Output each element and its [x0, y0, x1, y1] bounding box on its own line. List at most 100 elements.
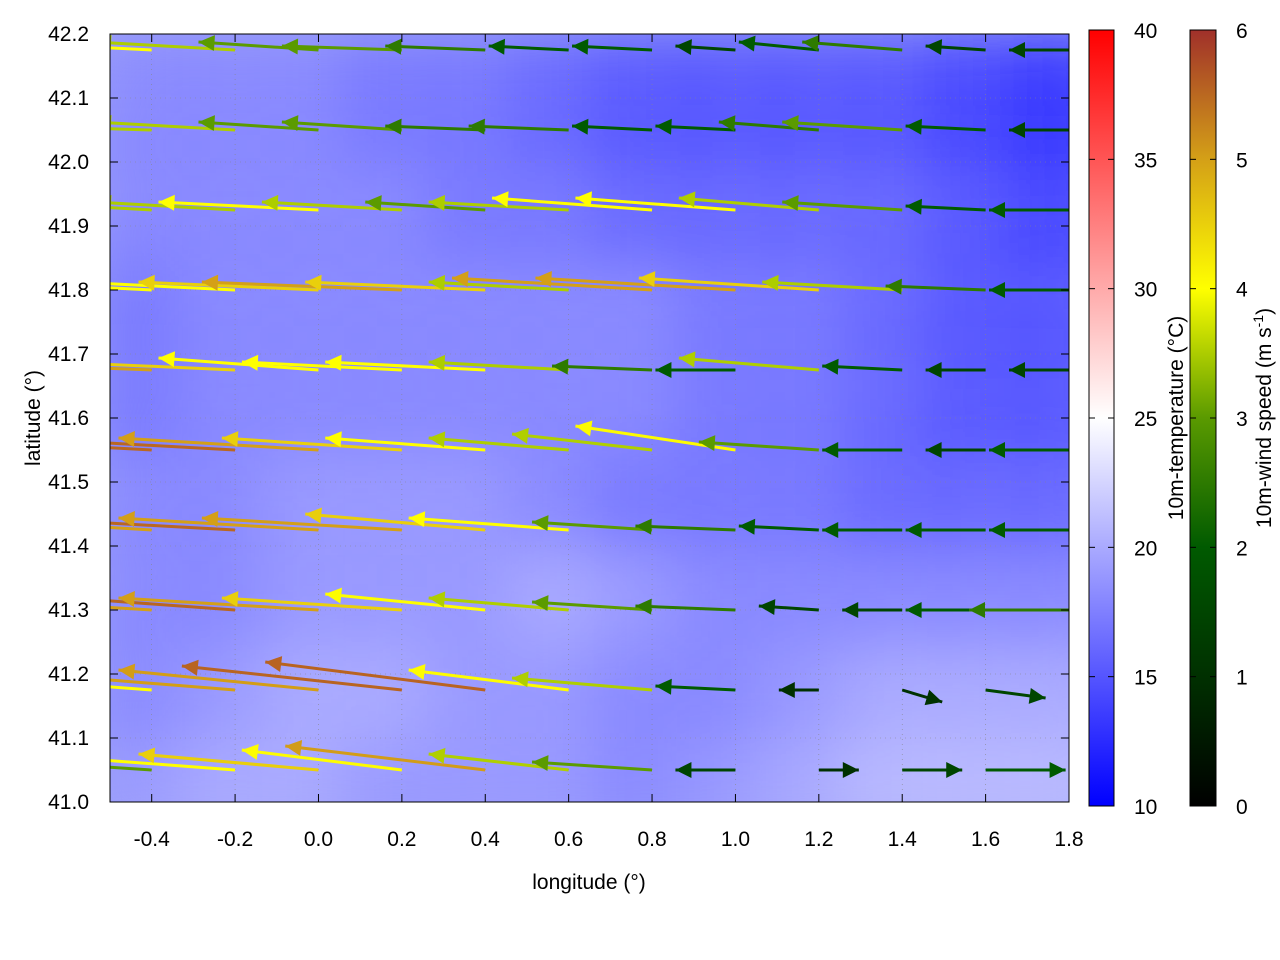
wind-vector-head — [802, 35, 819, 52]
x-axis-label: longitude (°) — [532, 871, 645, 894]
wind-vector — [635, 598, 736, 615]
temperature-heatmap — [110, 34, 1069, 802]
wind-vector-head — [925, 442, 942, 458]
y-tick-label: 41.8 — [48, 279, 89, 302]
wind-vector-shaft — [575, 196, 736, 212]
wind-vector-head — [924, 689, 943, 706]
wind-vector — [782, 115, 903, 132]
wind-vector — [842, 602, 903, 618]
wind-vector-shaft — [511, 432, 653, 452]
wind-vector-head — [281, 115, 299, 132]
wind-vector — [221, 591, 402, 612]
wind-vector — [718, 115, 819, 132]
wind-vector — [110, 446, 152, 452]
wind-label-sup: -1 — [1250, 315, 1266, 328]
x-tick-label: 1.8 — [1054, 828, 1083, 851]
wind-vector-shaft — [762, 280, 903, 292]
wind-vector-head — [325, 354, 342, 371]
wind-vector-shaft — [110, 678, 236, 692]
wind-vectors — [0, 34, 1129, 778]
wind-vector — [118, 590, 319, 612]
wind-vector — [138, 747, 319, 772]
wind-vector — [905, 198, 986, 215]
y-tick-label: 42.2 — [48, 23, 89, 46]
y-tick-label: 41.9 — [48, 215, 89, 238]
wind-vector-head — [678, 191, 696, 208]
wind-vector — [385, 38, 486, 55]
y-tick-label: 41.1 — [48, 727, 89, 750]
wind-vector — [905, 118, 986, 135]
wind-vector-head — [428, 431, 446, 448]
wind-vector-head — [118, 430, 135, 447]
wind-vector-head — [822, 522, 839, 538]
wind-vector — [408, 511, 569, 532]
wind-vector — [110, 366, 152, 372]
wind-vector-shaft — [241, 748, 403, 772]
wind-label-end: ) — [1253, 308, 1276, 315]
wind-vector-head — [842, 762, 859, 778]
wind-vector-shaft — [698, 440, 819, 452]
wind-vector-shaft — [110, 525, 152, 532]
wind-vector-head — [738, 35, 756, 52]
wind-vector-shaft — [110, 759, 236, 772]
wind-vector-head — [261, 194, 279, 211]
wind-vector-shaft — [531, 600, 653, 612]
wind-vector — [535, 270, 736, 292]
wind-vector-head — [408, 664, 426, 680]
wind-vector — [738, 518, 819, 535]
wind-vector — [241, 354, 402, 372]
wind-vector — [138, 274, 319, 292]
colorbar-tick-label: 35 — [1134, 149, 1157, 172]
wind-vector — [901, 688, 943, 706]
wind-vector-head — [492, 191, 509, 208]
wind-vector-head — [989, 522, 1005, 538]
x-tick-label: -0.2 — [217, 828, 253, 851]
temperature-colorbar-label: 10m-temperature (°C) — [1165, 316, 1188, 520]
temperature-colorbar-ticks: 10 15 20 25 30 35 40 — [1089, 20, 1157, 819]
heat-cell — [1007, 34, 1069, 166]
wind-vector — [408, 664, 569, 692]
wind-vector-head — [0, 671, 8, 687]
wind-vector-head — [718, 115, 736, 132]
wind-vector — [1009, 42, 1069, 58]
wind-vector — [762, 274, 903, 292]
wind-vector-shaft — [110, 446, 152, 452]
wind-vector-head — [905, 118, 922, 135]
x-tick-label: 0.8 — [637, 828, 666, 851]
wind-vector-shaft — [428, 360, 569, 372]
wind-vector-shaft — [451, 276, 653, 292]
wind-vector — [325, 587, 486, 612]
wind-vector — [181, 659, 403, 692]
wind-vector — [531, 595, 653, 612]
wind-vector-head — [468, 118, 485, 135]
wind-vector — [822, 358, 903, 375]
wind-vector-head — [305, 274, 322, 291]
wind-vector-shaft — [181, 664, 403, 692]
wind-vector — [678, 351, 819, 372]
wind-vector — [635, 518, 736, 535]
wind-vector — [638, 271, 819, 292]
wind-vector-head — [118, 663, 136, 680]
wind-vector-shaft — [198, 40, 319, 52]
x-tick-label: 1.6 — [971, 828, 1000, 851]
wind-vector — [428, 194, 569, 212]
wind-vector — [511, 671, 653, 692]
wind-vector-head — [1049, 762, 1066, 778]
x-tick-label: 1.2 — [804, 828, 833, 851]
wind-vector-head — [1113, 682, 1129, 698]
wind-vector — [428, 431, 569, 452]
wind-vector-shaft — [305, 512, 486, 532]
wind-vector — [110, 765, 152, 772]
wind-vector-head — [428, 747, 446, 764]
wind-vector-head — [532, 755, 549, 772]
wind-vector-head — [201, 510, 219, 527]
wind-vector-shaft — [408, 516, 569, 532]
wind-vector-shaft — [110, 206, 152, 212]
wind-vector-head — [782, 115, 799, 132]
wind-vector-shaft — [241, 360, 402, 372]
wind-vector — [902, 762, 963, 778]
wind-vector-shaft — [118, 596, 319, 612]
wind-vector-head — [969, 602, 985, 618]
wind-vector — [925, 362, 986, 378]
wind-vector — [655, 118, 736, 135]
